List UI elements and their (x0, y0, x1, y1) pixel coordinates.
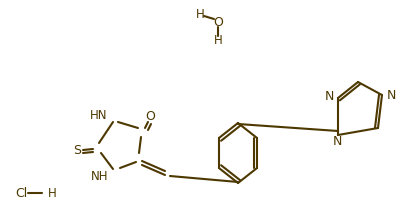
Text: O: O (145, 110, 155, 123)
Text: H: H (214, 33, 222, 46)
Text: HN: HN (90, 108, 107, 121)
Text: O: O (213, 15, 223, 29)
Text: H: H (48, 187, 57, 200)
Text: N: N (332, 134, 342, 147)
Text: N: N (324, 90, 334, 103)
Text: N: N (386, 88, 396, 101)
Text: Cl: Cl (15, 187, 27, 200)
Text: H: H (196, 7, 204, 20)
Text: NH: NH (90, 169, 108, 183)
Text: S: S (73, 143, 81, 156)
